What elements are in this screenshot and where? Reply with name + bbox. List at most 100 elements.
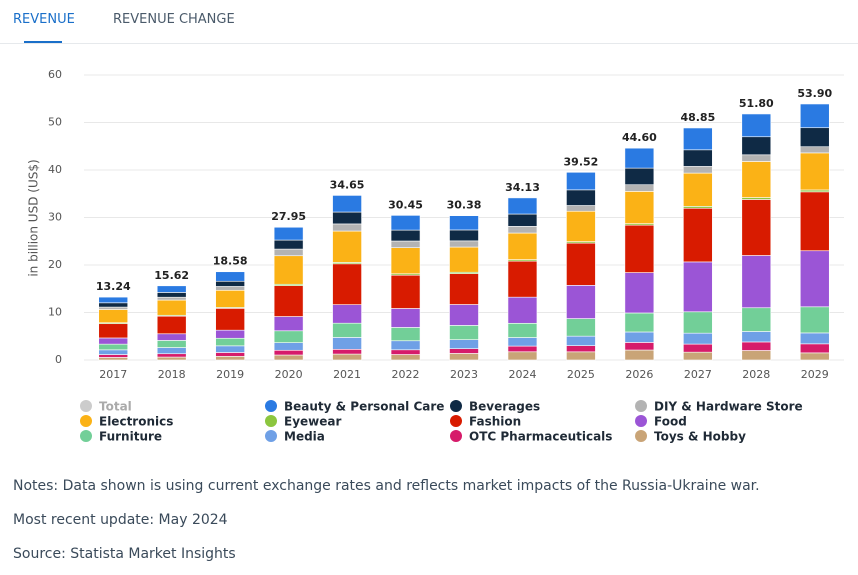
bar-segment — [156, 347, 187, 355]
bar-segment — [449, 273, 479, 305]
bar-segment — [215, 329, 245, 339]
tab-underline — [24, 41, 62, 44]
bar-segment — [332, 322, 362, 338]
bar-segment — [799, 127, 830, 148]
bar-segment — [799, 250, 830, 308]
legend-marker[interactable] — [450, 430, 462, 442]
legend-label[interactable]: Beverages — [469, 400, 540, 414]
legend-marker[interactable] — [450, 400, 462, 412]
bar-segment — [799, 343, 830, 354]
bar-segment — [390, 327, 421, 342]
x-tick-label: 2023 — [450, 368, 478, 381]
bar-segment — [683, 172, 713, 207]
total-label: 30.45 — [388, 198, 423, 211]
total-label: 13.24 — [96, 280, 131, 293]
bar-segment — [741, 350, 772, 361]
y-tick-label: 30 — [48, 211, 62, 224]
tab[interactable]: REVENUE CHANGE — [113, 12, 235, 27]
bar-segment — [390, 247, 421, 275]
bar-segment — [98, 357, 129, 361]
total-label: 53.90 — [797, 87, 832, 100]
legend-marker[interactable] — [265, 430, 277, 442]
bar-segment — [449, 215, 479, 231]
bar-segment — [566, 345, 596, 353]
legend-marker[interactable] — [635, 415, 647, 427]
y-tick-label: 50 — [48, 116, 62, 129]
total-label: 30.38 — [447, 199, 482, 212]
bar-segment — [273, 342, 304, 351]
bar-segment — [390, 215, 421, 231]
legend-marker[interactable] — [265, 415, 277, 427]
bar-segment — [273, 239, 304, 250]
legend-marker[interactable] — [635, 430, 647, 442]
total-label: 18.58 — [213, 255, 248, 268]
bar-segment — [332, 353, 362, 361]
bar-segment — [507, 337, 538, 347]
bar-segment — [624, 312, 655, 333]
bar-segment — [98, 296, 129, 304]
bar-segment — [156, 333, 187, 341]
bar-segment — [449, 325, 479, 340]
bar-segment — [507, 351, 538, 361]
legend-marker[interactable] — [80, 430, 92, 442]
legend-label[interactable]: DIY & Hardware Store — [654, 400, 803, 414]
bar-segment — [332, 337, 362, 350]
bar-segment — [156, 340, 187, 348]
legend-marker[interactable] — [450, 415, 462, 427]
bar-segment — [156, 315, 187, 335]
legend-marker[interactable] — [80, 400, 92, 412]
bar-segment — [624, 349, 655, 361]
tab-active[interactable]: REVENUE — [13, 12, 75, 27]
bar-segment — [566, 210, 596, 242]
legend-label[interactable]: OTC Pharmaceuticals — [469, 430, 612, 444]
legend-label[interactable]: Beauty & Personal Care — [284, 400, 444, 414]
bar-segment — [624, 224, 655, 273]
note: Most recent update: May 2024 — [13, 512, 228, 528]
legend-label[interactable]: Total — [99, 400, 132, 414]
bar-segment — [741, 113, 772, 138]
legend-label[interactable]: Furniture — [99, 430, 162, 444]
x-tick-label: 2019 — [216, 368, 244, 381]
bar-segment — [332, 195, 362, 213]
bar-segment — [683, 207, 713, 263]
bar-segment — [799, 332, 830, 345]
bar-segment — [390, 229, 421, 242]
bar-segment — [215, 355, 245, 361]
bar-segment — [683, 166, 713, 174]
bar-segment — [624, 167, 655, 186]
bar-segment — [566, 318, 596, 337]
bar-segment — [332, 211, 362, 225]
bar-segment — [332, 304, 362, 324]
x-tick-label: 2025 — [567, 368, 595, 381]
legend-label[interactable]: Media — [284, 430, 325, 444]
x-tick-label: 2028 — [742, 368, 770, 381]
x-tick-label: 2022 — [392, 368, 420, 381]
legend-label[interactable]: Toys & Hobby — [654, 430, 746, 444]
bar-segment — [273, 330, 304, 343]
bar-segment — [741, 199, 772, 256]
bar-segment — [741, 136, 772, 156]
legend-label[interactable]: Food — [654, 415, 687, 429]
bar-segment — [624, 191, 655, 224]
bar-segment — [390, 349, 421, 355]
bar-segment — [566, 351, 596, 361]
bar-segment — [507, 260, 538, 298]
legend-label[interactable]: Fashion — [469, 415, 521, 429]
legend-marker[interactable] — [80, 415, 92, 427]
bar-segment — [449, 339, 479, 349]
bar-segment — [332, 349, 362, 355]
bar-segment — [273, 316, 304, 332]
legend-label[interactable]: Eyewear — [284, 415, 341, 429]
x-tick-label: 2029 — [801, 368, 829, 381]
bar-segment — [507, 296, 538, 324]
y-tick-label: 60 — [48, 68, 62, 81]
bar-segment — [507, 213, 538, 227]
legend-marker[interactable] — [635, 400, 647, 412]
legend-marker[interactable] — [265, 400, 277, 412]
bar-segment — [215, 280, 245, 287]
bar-segment — [273, 354, 304, 361]
bar-segment — [683, 149, 713, 167]
legend-label[interactable]: Electronics — [99, 415, 173, 429]
bar-segment — [156, 356, 187, 361]
